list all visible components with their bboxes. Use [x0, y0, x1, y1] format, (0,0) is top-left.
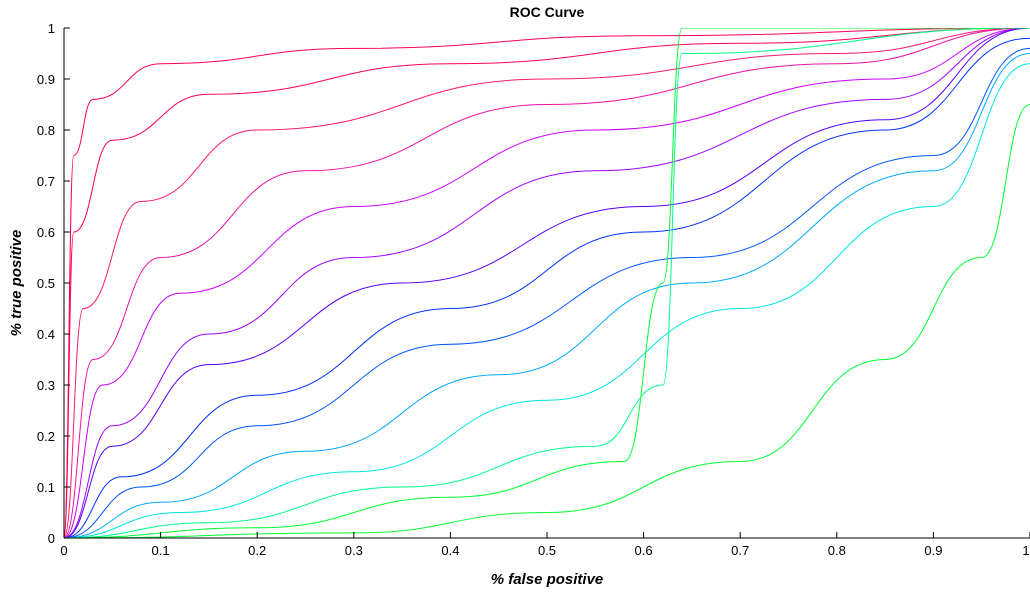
y-tick-label: 1 — [48, 21, 55, 36]
y-tick-label: 0.4 — [37, 327, 55, 342]
x-axis-ticks: 0 0.1 0.2 0.3 0.4 0.5 0.6 0.7 0.8 0.9 1 — [60, 532, 1030, 558]
x-tick-label: 0.8 — [828, 543, 846, 558]
y-tick-label: 0.6 — [37, 225, 55, 240]
x-tick-label: 0.4 — [441, 543, 459, 558]
x-tick-label: 0.7 — [731, 543, 749, 558]
y-tick-label: 0.2 — [37, 429, 55, 444]
y-tick-label: 0.9 — [37, 72, 55, 87]
roc-series-line — [64, 104, 1030, 538]
x-tick-label: 0.9 — [924, 543, 942, 558]
roc-series-line — [64, 63, 1030, 538]
y-axis-ticks: 0 0.1 0.2 0.3 0.4 0.5 0.6 0.7 0.8 0.9 1 — [37, 21, 70, 546]
y-tick-label: 0.1 — [37, 480, 55, 495]
roc-lines — [64, 28, 1030, 538]
x-tick-label: 0.1 — [152, 543, 170, 558]
y-tick-label: 0.3 — [37, 378, 55, 393]
x-tick-label: 1 — [1022, 543, 1029, 558]
x-tick-label: 0.3 — [345, 543, 363, 558]
y-tick-label: 0.7 — [37, 174, 55, 189]
roc-series-line — [64, 28, 1030, 538]
roc-series-line — [64, 28, 1030, 538]
roc-series-line — [64, 28, 1030, 538]
chart-title: ROC Curve — [510, 4, 585, 20]
y-tick-label: 0.5 — [37, 276, 55, 291]
roc-series-line — [64, 28, 1030, 538]
roc-series-line — [64, 37, 1030, 538]
plot-area: 0 0.1 0.2 0.3 0.4 0.5 0.6 0.7 0.8 0.9 1 0 0.1 0.2 0.3… — [37, 21, 1030, 558]
roc-series-line — [64, 47, 1030, 538]
roc-series-line — [64, 53, 1030, 538]
roc-series-line — [64, 28, 1030, 538]
roc-series-line — [64, 28, 1030, 538]
y-axis-label: % true positive — [8, 230, 25, 337]
y-tick-label: 0.8 — [37, 123, 55, 138]
x-tick-label: 0.6 — [635, 543, 653, 558]
x-tick-label: 0.2 — [248, 543, 266, 558]
x-axis-label: % false positive — [491, 571, 604, 588]
y-tick-label: 0 — [48, 531, 55, 546]
roc-series-line — [64, 28, 1030, 538]
roc-series-line — [64, 28, 1030, 538]
roc-series-line — [64, 28, 1030, 538]
x-tick-label: 0.5 — [538, 543, 556, 558]
x-tick-label: 0 — [60, 543, 67, 558]
